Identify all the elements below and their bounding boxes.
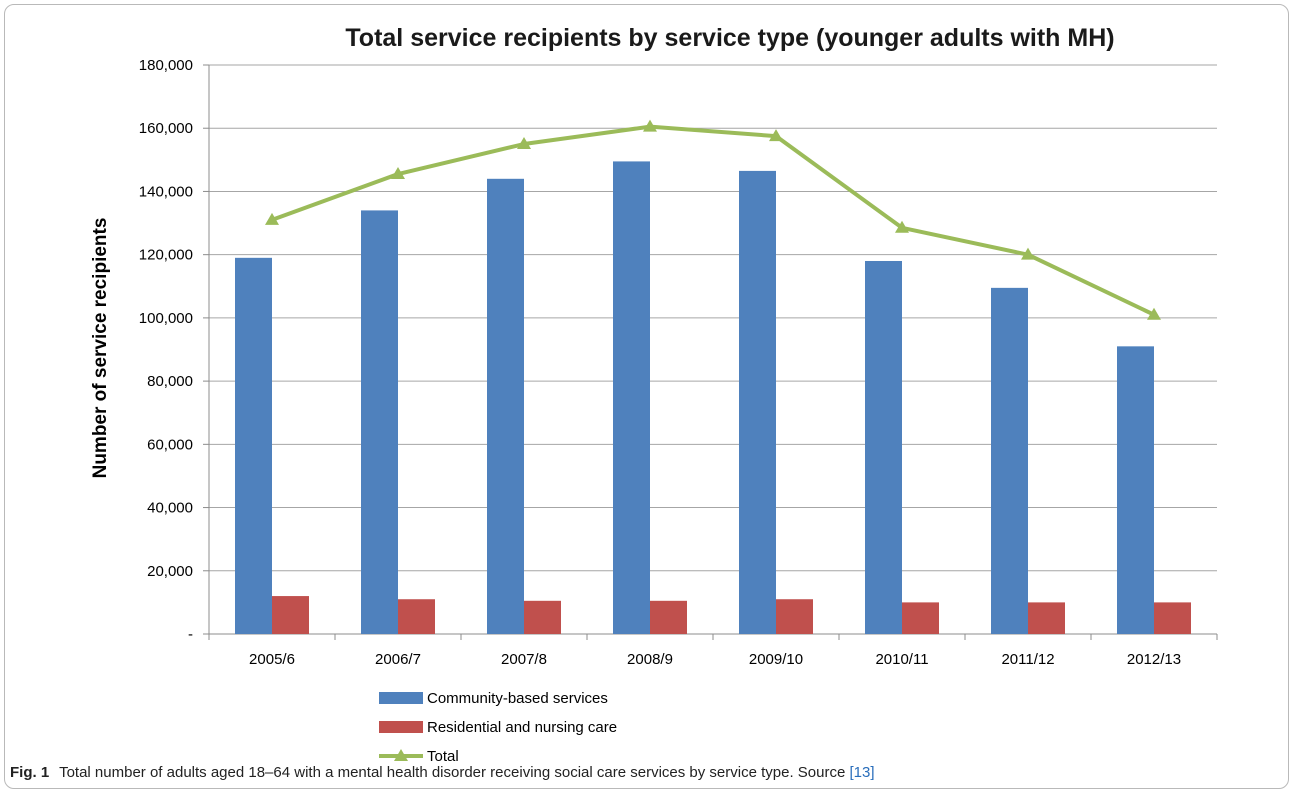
x-tick-label: 2010/11: [875, 651, 928, 668]
y-tick-label: 20,000: [147, 563, 193, 580]
y-tick-label: -: [188, 626, 193, 643]
legend: Community-based services Residential and …: [379, 690, 617, 765]
bar-community: [361, 210, 398, 634]
bar-residential: [902, 602, 939, 634]
y-tick-label: 160,000: [139, 120, 193, 137]
total-point-marker: [643, 119, 657, 132]
bar-residential: [272, 596, 309, 634]
x-tick-label: 2005/6: [249, 651, 295, 668]
bar-residential: [1154, 602, 1191, 634]
caption-reference-link[interactable]: [13]: [849, 764, 875, 781]
x-tick-label: 2008/9: [627, 651, 673, 668]
y-tick-label: 80,000: [147, 373, 193, 390]
legend-label: Community-based services: [427, 690, 608, 707]
bar-residential: [650, 600, 687, 634]
x-tick-label: 2007/8: [501, 651, 547, 668]
bar-community: [487, 178, 524, 635]
y-tick-label: 180,000: [139, 57, 193, 74]
total-line-path: [271, 124, 1155, 317]
total-point-marker: [1021, 247, 1035, 260]
y-tick-label: 60,000: [147, 436, 193, 453]
y-tick-label: 140,000: [139, 183, 193, 200]
total-point-marker: [265, 212, 279, 225]
bar-community: [739, 170, 776, 634]
legend-marker: [394, 749, 408, 761]
x-tick-label: 2009/10: [749, 651, 803, 668]
x-tick-label: 2011/12: [1001, 651, 1054, 668]
x-tick-label: 2006/7: [375, 651, 421, 668]
x-tick-label: 2012/13: [1127, 651, 1181, 668]
bar-community: [235, 257, 272, 634]
total-point-marker: [769, 129, 783, 142]
bar-residential: [398, 599, 435, 634]
bar-community: [991, 287, 1028, 634]
y-tick-label: 40,000: [147, 500, 193, 517]
total-point-marker: [517, 137, 531, 150]
y-tick-label: 100,000: [139, 310, 193, 327]
bar-residential: [524, 600, 561, 634]
bars: [235, 161, 1191, 635]
legend-swatch: [379, 721, 423, 733]
total-point-marker: [1147, 307, 1161, 320]
total-line: [265, 119, 1161, 320]
bar-community: [1117, 346, 1154, 634]
y-tick-label: 120,000: [139, 247, 193, 264]
bar-residential: [1028, 602, 1065, 634]
legend-label: Residential and nursing care: [427, 719, 617, 736]
caption-label: Fig. 1: [10, 764, 50, 781]
legend-label: Total: [427, 748, 459, 765]
bar-community: [865, 260, 902, 634]
caption-text: Total number of adults aged 18–64 with a…: [59, 764, 846, 781]
chart-title: Total service recipients by service type…: [345, 24, 1114, 52]
bar-residential: [776, 599, 813, 634]
bar-community: [613, 161, 650, 635]
total-point-marker: [895, 220, 909, 233]
y-axis-label: Number of service recipients: [90, 218, 111, 479]
gridlines: [209, 64, 1217, 572]
figure-caption: Fig. 1 Total number of adults aged 18–64…: [10, 764, 1280, 781]
total-point-marker: [391, 167, 405, 180]
legend-swatch: [379, 692, 423, 704]
y-tick-labels: - 20,000 40,000 60,000 80,000 100,000 120,000 1…: [139, 57, 193, 643]
x-axis: 2005/6 2006/7 2007/8 2008/9 2009/10 2010/11 20…: [203, 64, 1218, 668]
